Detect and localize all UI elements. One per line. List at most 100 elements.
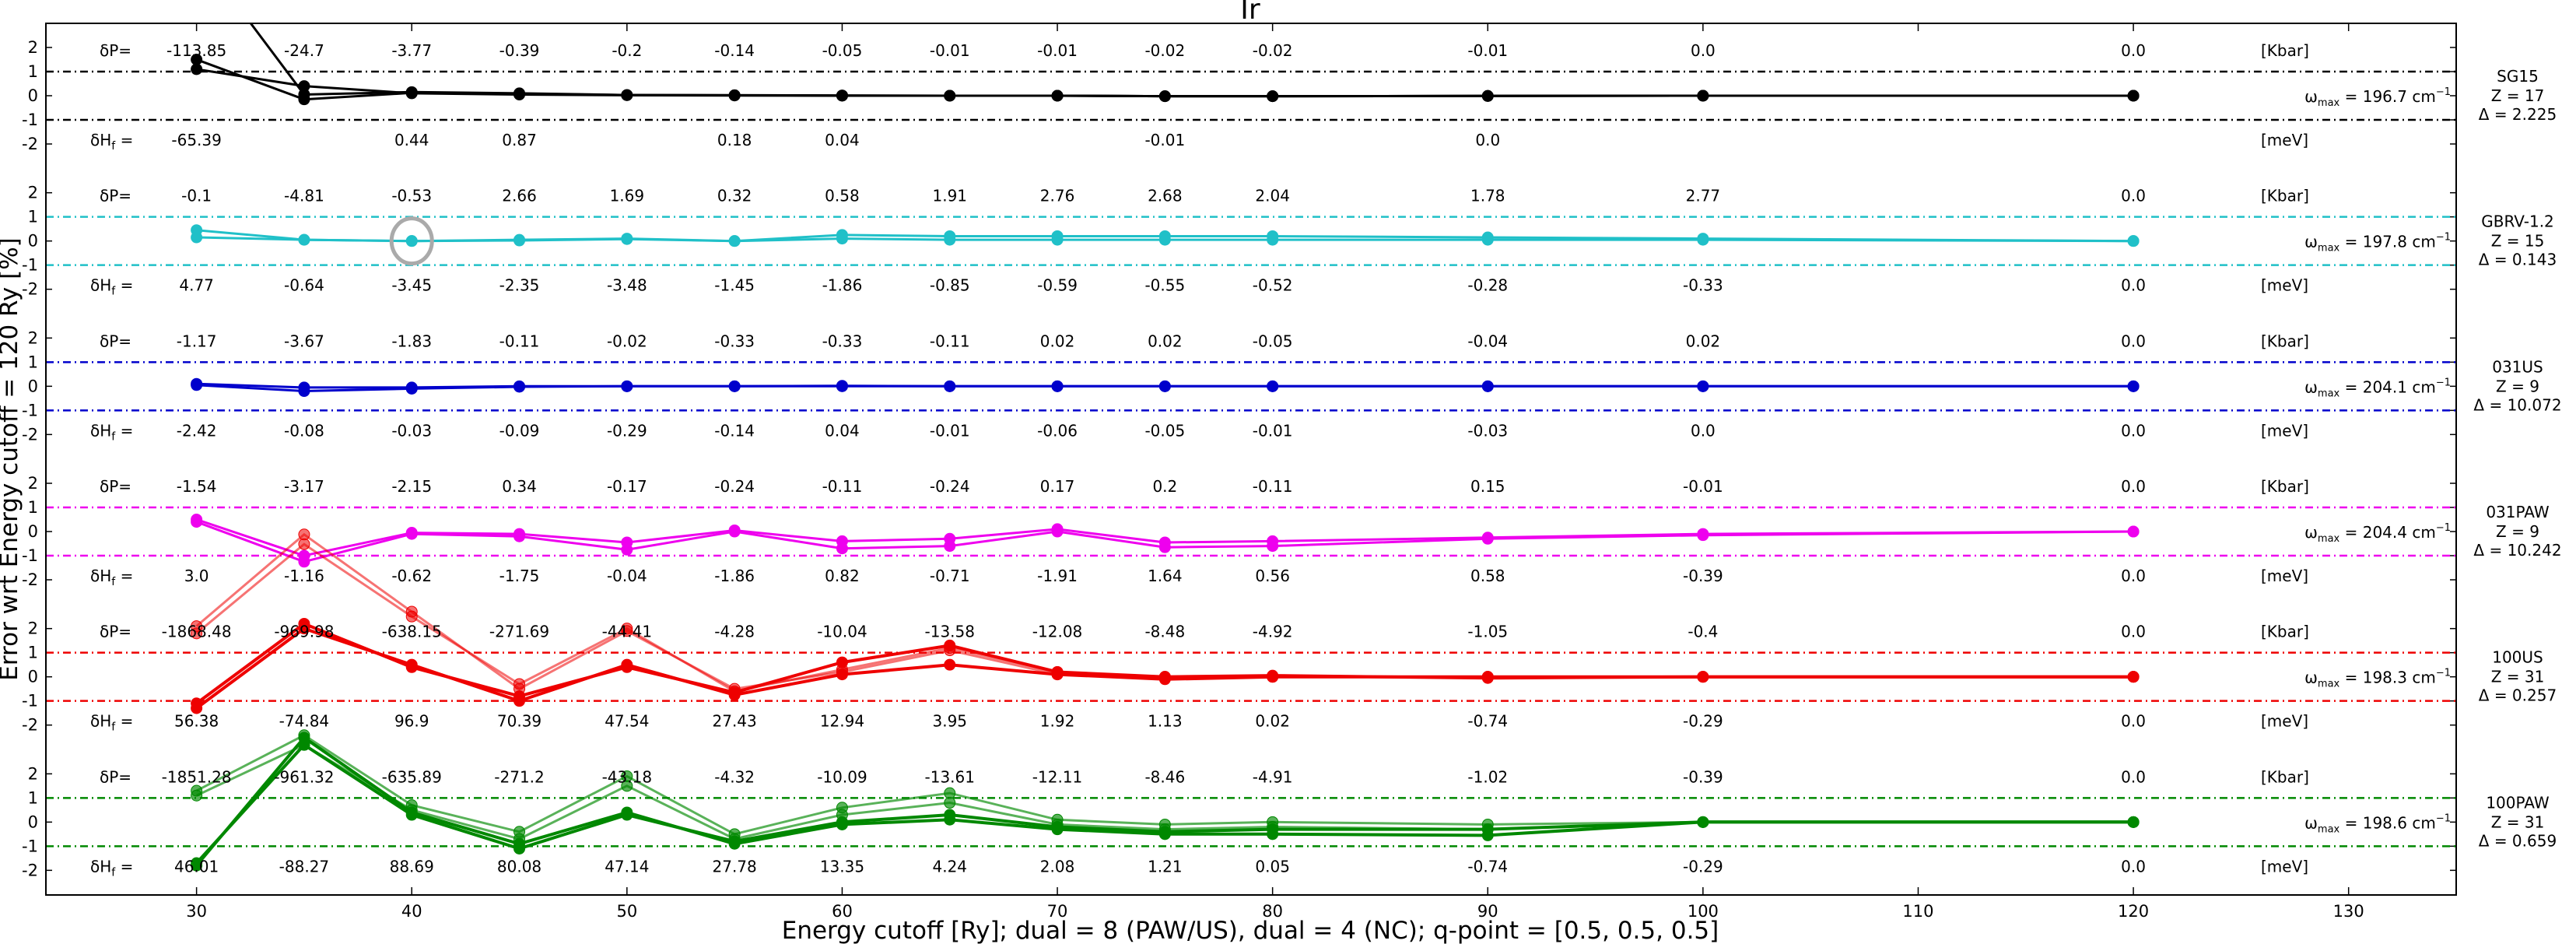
dp-value: -1.54 bbox=[177, 477, 217, 496]
y-tick-label: 0 bbox=[28, 232, 38, 251]
x-tick-label: 70 bbox=[1047, 902, 1068, 921]
dh-value: 0.0 bbox=[2121, 712, 2146, 731]
data-point bbox=[836, 656, 848, 669]
data-point bbox=[1158, 90, 1171, 103]
dh-label-eq: = bbox=[115, 857, 133, 876]
dh-unit: [meV] bbox=[2261, 567, 2308, 585]
dp-value: 0.0 bbox=[2121, 623, 2146, 641]
data-point bbox=[1481, 672, 1494, 684]
dh-value: 0.05 bbox=[1255, 857, 1290, 876]
y-tick-label: 0 bbox=[28, 522, 38, 541]
series-line bbox=[196, 518, 2134, 557]
dh-value: 0.56 bbox=[1255, 567, 1290, 585]
omega-sub: max bbox=[2318, 243, 2340, 254]
pseudo-name: 100US bbox=[2492, 648, 2543, 667]
dh-value: -0.85 bbox=[930, 276, 970, 295]
highlight-circle bbox=[389, 216, 434, 266]
dp-value: -44.41 bbox=[602, 623, 652, 641]
dh-value: -74.84 bbox=[279, 712, 329, 731]
dp-value: -8.48 bbox=[1144, 623, 1185, 641]
omega-symbol: ω bbox=[2304, 377, 2318, 396]
dh-value: 13.35 bbox=[820, 857, 864, 876]
data-point bbox=[191, 859, 203, 872]
dp-value: -0.02 bbox=[607, 332, 647, 350]
dp-value: 0.2 bbox=[1152, 477, 1177, 496]
dp-value: -4.92 bbox=[1253, 623, 1293, 641]
dp-value: -0.24 bbox=[930, 477, 970, 496]
data-point bbox=[191, 620, 203, 633]
data-point bbox=[1158, 828, 1171, 840]
dp-unit: [Kbar] bbox=[2261, 477, 2309, 496]
dp-value: 2.04 bbox=[1255, 187, 1290, 205]
data-point bbox=[621, 806, 633, 819]
y-tick-label: 0 bbox=[28, 377, 38, 395]
dh-value: -0.62 bbox=[391, 567, 432, 585]
dp-value: -0.24 bbox=[714, 477, 755, 496]
dh-value: 0.04 bbox=[825, 421, 860, 440]
dh-value: -1.75 bbox=[499, 567, 540, 585]
omega-symbol: ω bbox=[2304, 813, 2318, 832]
series-line bbox=[195, 532, 2134, 690]
dh-value: -3.45 bbox=[391, 276, 432, 295]
data-point bbox=[944, 639, 956, 651]
data-point bbox=[1697, 233, 1709, 246]
dp-value: 0.17 bbox=[1040, 477, 1075, 496]
dp-value: -0.01 bbox=[930, 41, 970, 60]
omega-max-label: ωmax = 198.3 cm−1 bbox=[2304, 668, 2451, 690]
omega-value: = 196.7 cm bbox=[2339, 87, 2436, 106]
series-group bbox=[191, 377, 2140, 398]
omega-value: = 204.1 cm bbox=[2339, 377, 2436, 396]
dh-unit: [meV] bbox=[2261, 857, 2308, 876]
series-group bbox=[191, 514, 2140, 568]
dh-value: -0.29 bbox=[607, 421, 647, 440]
data-point bbox=[2127, 380, 2140, 392]
data-point bbox=[2127, 89, 2140, 102]
dp-value: -0.14 bbox=[714, 41, 755, 60]
data-point bbox=[621, 661, 633, 673]
dp-value: -0.33 bbox=[714, 332, 755, 350]
pseudo-name: SG15 bbox=[2497, 67, 2539, 86]
dp-value: -271.2 bbox=[494, 767, 544, 786]
data-point bbox=[621, 233, 633, 245]
dp-value: 0.32 bbox=[717, 187, 752, 205]
dp-value: 1.91 bbox=[932, 187, 967, 205]
dp-value: -0.11 bbox=[930, 332, 970, 350]
y-tick-label: -2 bbox=[22, 861, 38, 879]
dh-unit: [meV] bbox=[2261, 276, 2308, 295]
dh-value: -0.74 bbox=[1467, 857, 1508, 876]
omega-value: = 197.8 cm bbox=[2339, 233, 2436, 251]
dh-value: 1.21 bbox=[1148, 857, 1183, 876]
y-tick-label: -1 bbox=[22, 111, 38, 129]
dh-value: -0.52 bbox=[1253, 276, 1293, 295]
data-point bbox=[1051, 233, 1064, 246]
data-point bbox=[1267, 90, 1279, 103]
dh-value: -0.64 bbox=[284, 276, 324, 295]
data-point bbox=[298, 617, 310, 630]
y-tick-label: -2 bbox=[22, 280, 38, 299]
dh-value: 4.24 bbox=[932, 857, 967, 876]
dp-value: -12.08 bbox=[1032, 623, 1082, 641]
y-tick-label: 2 bbox=[28, 328, 38, 347]
omega-max-label: ωmax = 204.4 cm−1 bbox=[2304, 522, 2451, 545]
dp-value: -3.17 bbox=[284, 477, 324, 496]
dp-value: -969.98 bbox=[274, 623, 334, 641]
data-point bbox=[1481, 532, 1494, 545]
y-tick-label: -1 bbox=[22, 692, 38, 711]
data-point bbox=[191, 54, 203, 65]
dp-value: -961.32 bbox=[274, 767, 334, 786]
dp-value: -0.39 bbox=[1683, 767, 1723, 786]
dh-label: δHf = bbox=[90, 131, 133, 153]
dh-value: 1.13 bbox=[1148, 712, 1183, 731]
data-point bbox=[1267, 669, 1279, 682]
y-tick-label: 1 bbox=[28, 498, 38, 517]
dh-value: 0.0 bbox=[2121, 567, 2146, 585]
data-point bbox=[944, 813, 956, 826]
dh-value: 47.14 bbox=[605, 857, 649, 876]
dh-value: -0.06 bbox=[1037, 421, 1078, 440]
dp-value: -113.85 bbox=[166, 41, 226, 60]
dp-value: -0.4 bbox=[1688, 623, 1718, 641]
dh-unit: [meV] bbox=[2261, 421, 2308, 440]
dh-label: δHf = bbox=[90, 712, 133, 734]
data-point bbox=[405, 806, 418, 819]
